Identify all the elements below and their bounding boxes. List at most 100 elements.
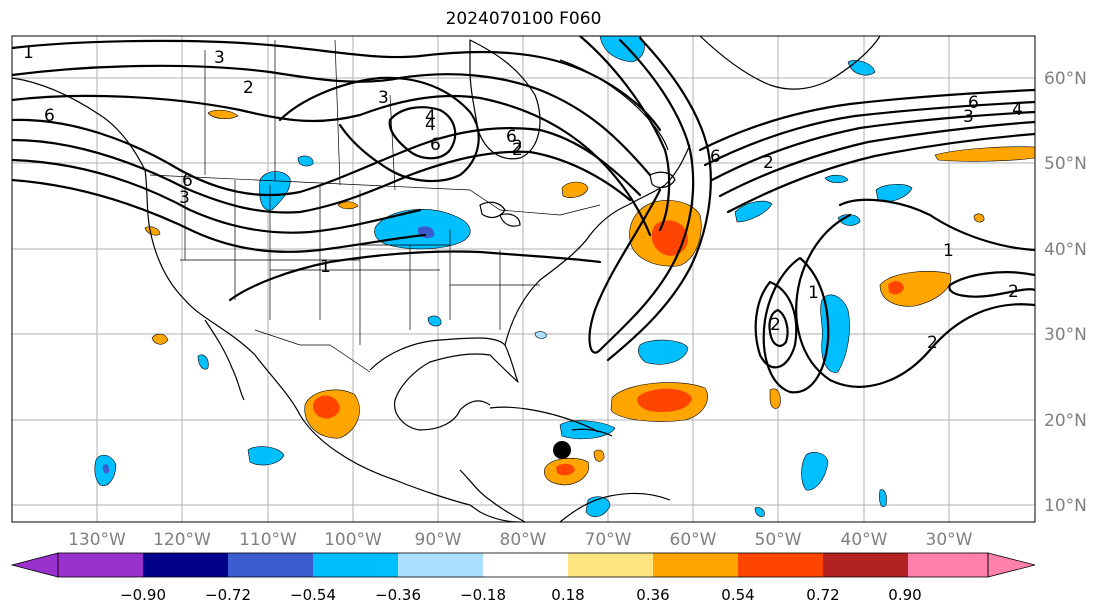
longitude-label: 90°W (415, 530, 462, 550)
negative-anomaly-africa-coast (801, 452, 829, 491)
latitude-label: 20°N (1044, 411, 1087, 431)
colorbar-tick-labels: −0.90 −0.72 −0.54 −0.36 −0.18 0.18 0.36 … (120, 586, 922, 604)
canada-provinces (204, 39, 396, 191)
contour-label: 3 (179, 188, 190, 208)
newfoundland (649, 171, 676, 189)
positive-anomaly-east-atlantic (879, 270, 952, 307)
contour-6-a (12, 118, 642, 197)
positive-anomaly-small-2 (769, 388, 781, 409)
negative-anomaly-small-f (297, 155, 314, 167)
contour-1-east (838, 198, 1035, 252)
latitude-label: 10°N (1044, 496, 1087, 516)
colorbar-segment (313, 553, 398, 577)
contour-2-east-wide (795, 213, 1035, 388)
colorbar-segment (58, 553, 143, 577)
colorbar-tick-label: 0.36 (636, 586, 669, 604)
colorbar-segment (823, 553, 908, 577)
contour-2-mid-loop (754, 280, 798, 369)
negative-anomaly-small-g (427, 315, 442, 327)
contour-jet-east-3 (710, 110, 1035, 182)
us-mexico-border (254, 329, 371, 373)
positive-anomaly-pacific (207, 109, 239, 119)
contour-label: 2 (770, 315, 781, 335)
contour-1-mid (762, 256, 830, 394)
contour-label: 4 (1012, 100, 1023, 120)
longitude-label: 60°W (670, 530, 717, 550)
storm-center-dot (553, 441, 571, 459)
contour-label: 1 (23, 43, 34, 63)
south-america-coast (559, 492, 671, 522)
positive-anomaly-mexico-core (312, 395, 340, 419)
contour-label: 1 (808, 283, 819, 303)
colorbar-segment (908, 553, 988, 577)
contour-jet-east-5 (726, 132, 1035, 214)
colorbar-tick-label: 0.72 (806, 586, 839, 604)
contour-label: 2 (243, 78, 254, 98)
coastlines (12, 36, 881, 522)
colorbar-segment (568, 553, 653, 577)
longitude-label: 70°W (585, 530, 632, 550)
longitude-label: 40°W (841, 530, 888, 550)
positive-anomaly-small-1 (337, 201, 359, 210)
positive-anomaly-small-3 (593, 449, 605, 462)
colorbar-max-arrow (987, 552, 1036, 578)
positive-anomaly-caribbean-core (556, 463, 575, 476)
colorbar-outline (57, 552, 989, 578)
contour-4 (12, 178, 427, 253)
colorbar-tick-label: 0.18 (551, 586, 584, 604)
colorbar-min-arrow (10, 552, 59, 578)
contour-label: 6 (968, 93, 979, 113)
longitude-label: 130°W (68, 530, 126, 550)
contour-jet-east-2 (703, 100, 1035, 167)
colorbar-segment (398, 553, 483, 577)
contour-loop-west (278, 76, 480, 183)
contour-jet-east-1 (698, 88, 1035, 152)
contour-label: 6 (44, 106, 55, 126)
contour-label: 6 (506, 127, 517, 147)
longitude-axis: 130°W 120°W 110°W 100°W 90°W 80°W 70°W 6… (68, 530, 973, 550)
latitude-label: 40°N (1044, 240, 1087, 260)
negative-anomaly-pacific-15n (247, 446, 285, 466)
negative-anomaly-small-e (197, 354, 209, 370)
longitude-label: 80°W (500, 530, 547, 550)
east-coast (504, 144, 691, 346)
contour-label: 6 (182, 171, 193, 191)
longitude-label: 50°W (755, 530, 802, 550)
negative-anomaly-small-c (879, 489, 887, 508)
longitude-label: 120°W (153, 530, 211, 550)
contour-label: 4 (425, 115, 436, 135)
contour-trough-3 (578, 36, 671, 232)
longitude-label: 110°W (239, 530, 297, 550)
colorbar-segment (228, 553, 313, 577)
hudson-bay (469, 39, 541, 160)
latitude-label: 60°N (1044, 69, 1087, 89)
negative-anomaly-small-a (824, 174, 849, 184)
contour-label: 4 (425, 107, 436, 127)
colorbar-segment (483, 553, 568, 577)
negative-anomaly-small-h (534, 331, 547, 339)
longitude-label: 100°W (324, 530, 382, 550)
colorbar-tick-label: −0.72 (205, 586, 251, 604)
state-lines (180, 175, 540, 345)
contour-2-north (12, 64, 652, 177)
latitude-label: 30°N (1044, 325, 1087, 345)
us-canada-border (149, 174, 601, 216)
colorbar-tick-label: −0.36 (375, 586, 421, 604)
negative-anomaly-small-b (837, 214, 861, 226)
colorbar-segment (653, 553, 738, 577)
central-america (459, 469, 526, 522)
contour-jet-east-4 (718, 120, 1035, 198)
contour-6-c (12, 158, 422, 234)
colorbar-tick-label: −0.90 (120, 586, 166, 604)
colorbar-segment (143, 553, 228, 577)
positive-anomaly-labrador (561, 181, 589, 198)
negative-anomaly-hawaii-core (102, 464, 110, 474)
contour-label: 6 (430, 135, 441, 155)
contour-label: 3 (378, 88, 389, 108)
greenland-coast (699, 36, 881, 90)
contour-label: 2 (512, 140, 523, 160)
map-frame (11, 35, 1036, 523)
latitude-axis: 60°N 50°N 40°N 30°N 20°N 10°N (1044, 69, 1087, 516)
political-borders (149, 39, 601, 373)
